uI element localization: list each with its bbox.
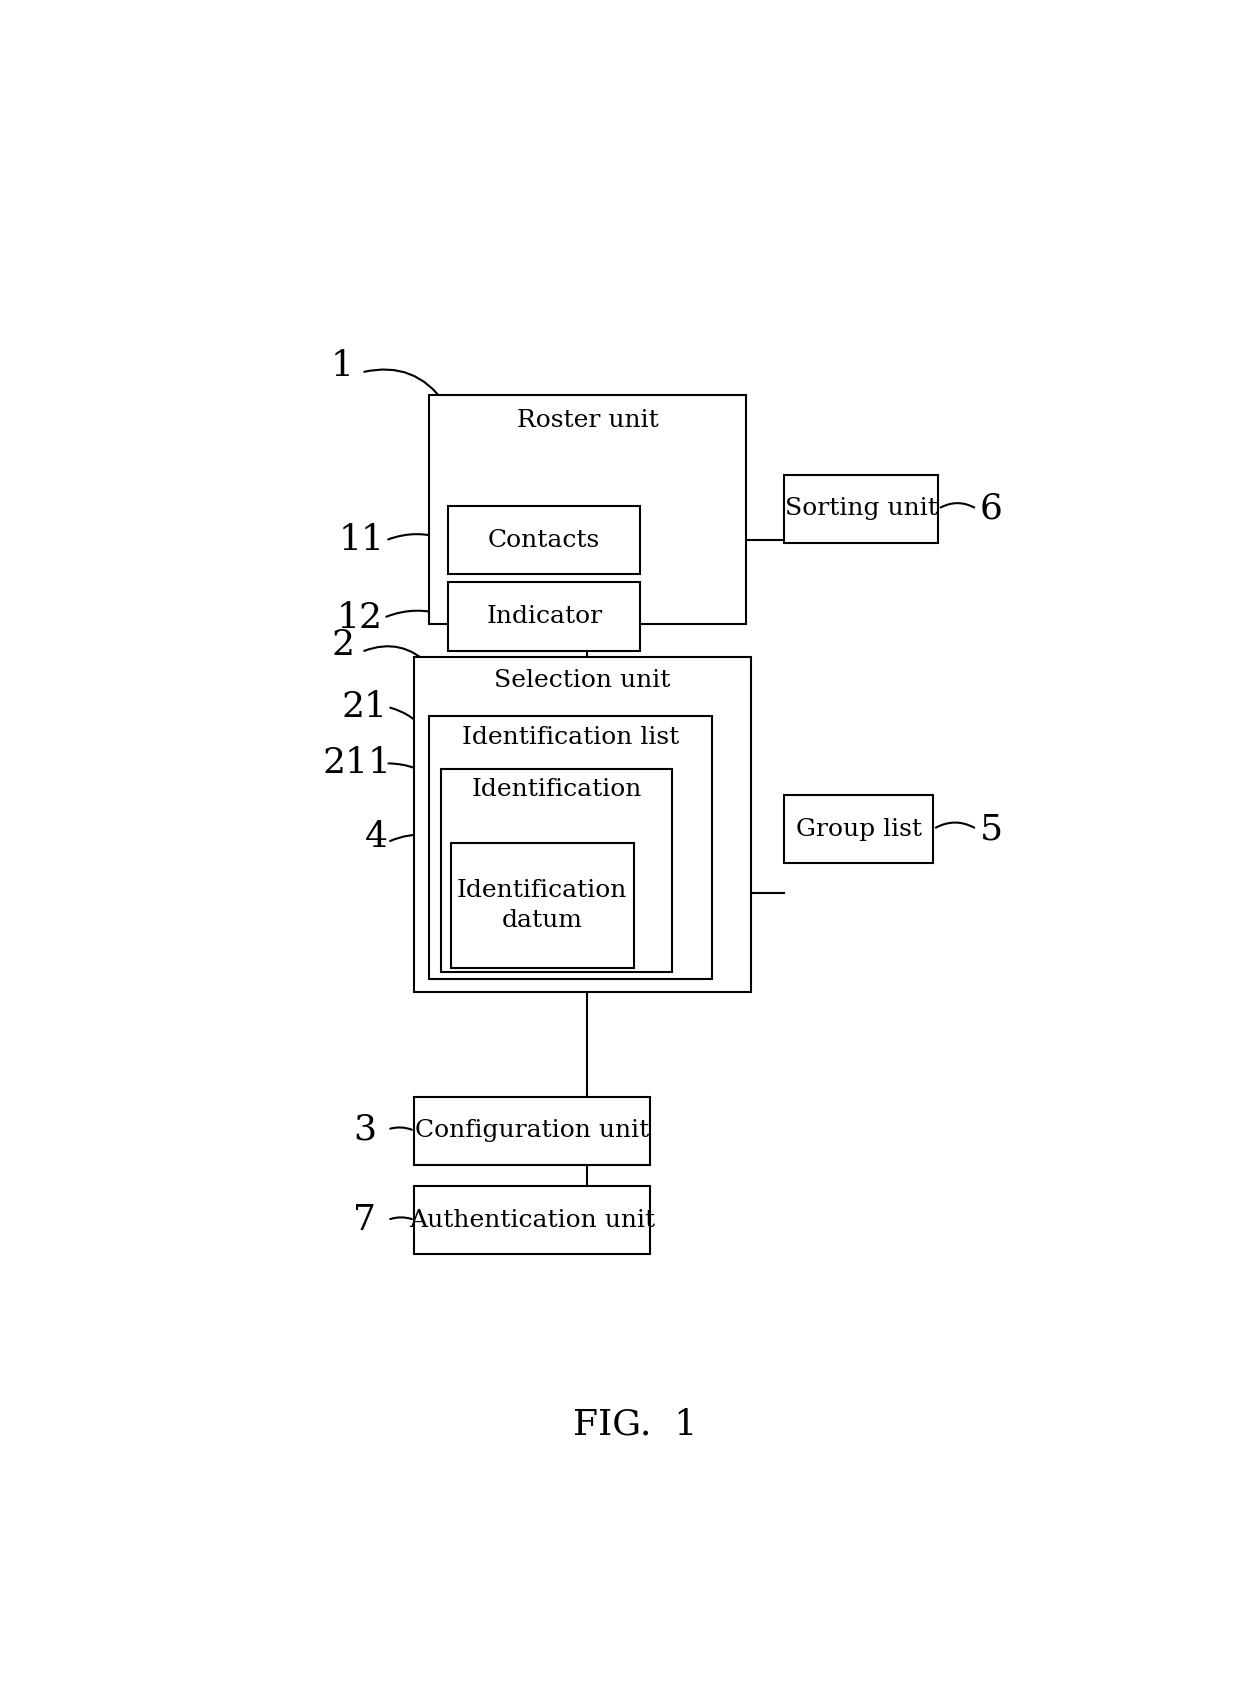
Text: 7: 7 xyxy=(353,1203,376,1237)
Bar xyxy=(451,843,634,968)
Text: Authentication unit: Authentication unit xyxy=(409,1208,655,1232)
Text: Configuration unit: Configuration unit xyxy=(415,1120,650,1142)
Bar xyxy=(414,1097,650,1166)
Text: FIG.  1: FIG. 1 xyxy=(573,1408,698,1442)
Bar xyxy=(414,1186,650,1254)
Text: 6: 6 xyxy=(980,492,1002,527)
Text: Selection unit: Selection unit xyxy=(495,670,671,692)
Text: Indicator: Indicator xyxy=(486,605,603,629)
Text: Identification
datum: Identification datum xyxy=(458,879,627,932)
Bar xyxy=(448,583,640,651)
Bar xyxy=(414,658,750,992)
Text: Identification: Identification xyxy=(471,779,642,801)
Bar xyxy=(785,794,934,864)
Bar xyxy=(448,506,640,574)
Bar xyxy=(785,475,939,544)
Text: 12: 12 xyxy=(337,602,383,636)
Text: Group list: Group list xyxy=(796,818,921,840)
Text: 21: 21 xyxy=(341,690,387,724)
Text: Identification list: Identification list xyxy=(463,726,680,748)
Text: 5: 5 xyxy=(980,813,1003,845)
Text: 11: 11 xyxy=(339,523,384,557)
Text: 3: 3 xyxy=(353,1113,376,1147)
Bar xyxy=(429,716,712,978)
Bar xyxy=(429,395,746,624)
Text: Sorting unit: Sorting unit xyxy=(785,498,937,520)
Text: 1: 1 xyxy=(331,349,353,383)
Bar xyxy=(441,769,672,971)
Text: Roster unit: Roster unit xyxy=(517,409,658,433)
Text: 2: 2 xyxy=(332,629,355,663)
Text: 211: 211 xyxy=(322,746,392,780)
Text: 4: 4 xyxy=(365,820,388,854)
Text: Contacts: Contacts xyxy=(489,528,600,552)
